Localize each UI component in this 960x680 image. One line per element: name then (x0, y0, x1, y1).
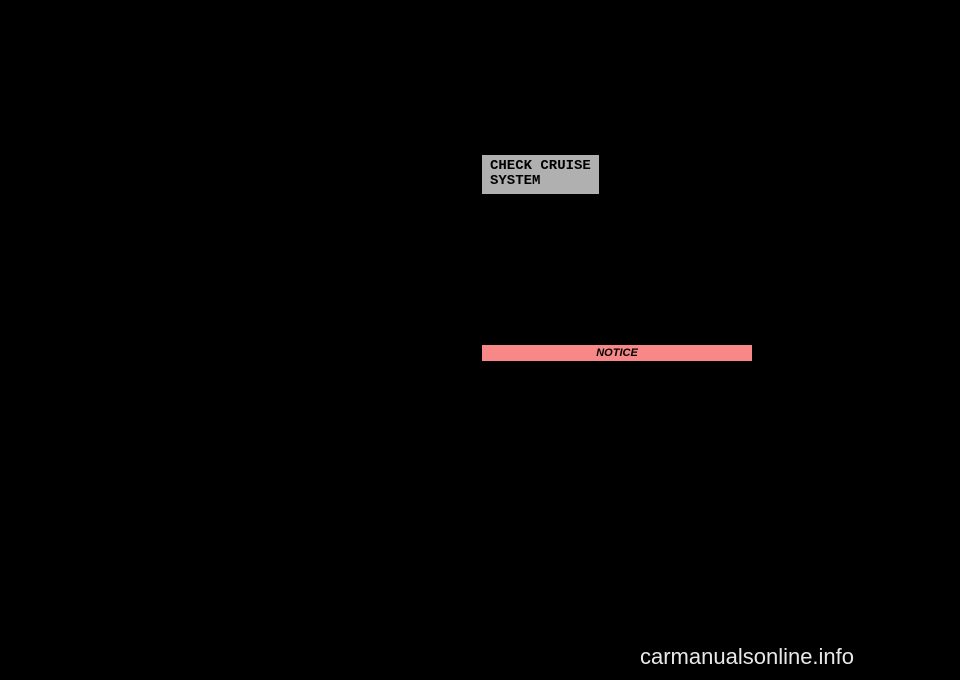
notice-banner: NOTICE (482, 345, 752, 361)
dashboard-message-box: CHECK CRUISE SYSTEM (482, 155, 599, 194)
notice-label: NOTICE (596, 347, 638, 359)
dashboard-message-line2: SYSTEM (490, 174, 591, 189)
watermark-text: carmanualsonline.info (640, 644, 854, 670)
dashboard-message-line1: CHECK CRUISE (490, 159, 591, 174)
